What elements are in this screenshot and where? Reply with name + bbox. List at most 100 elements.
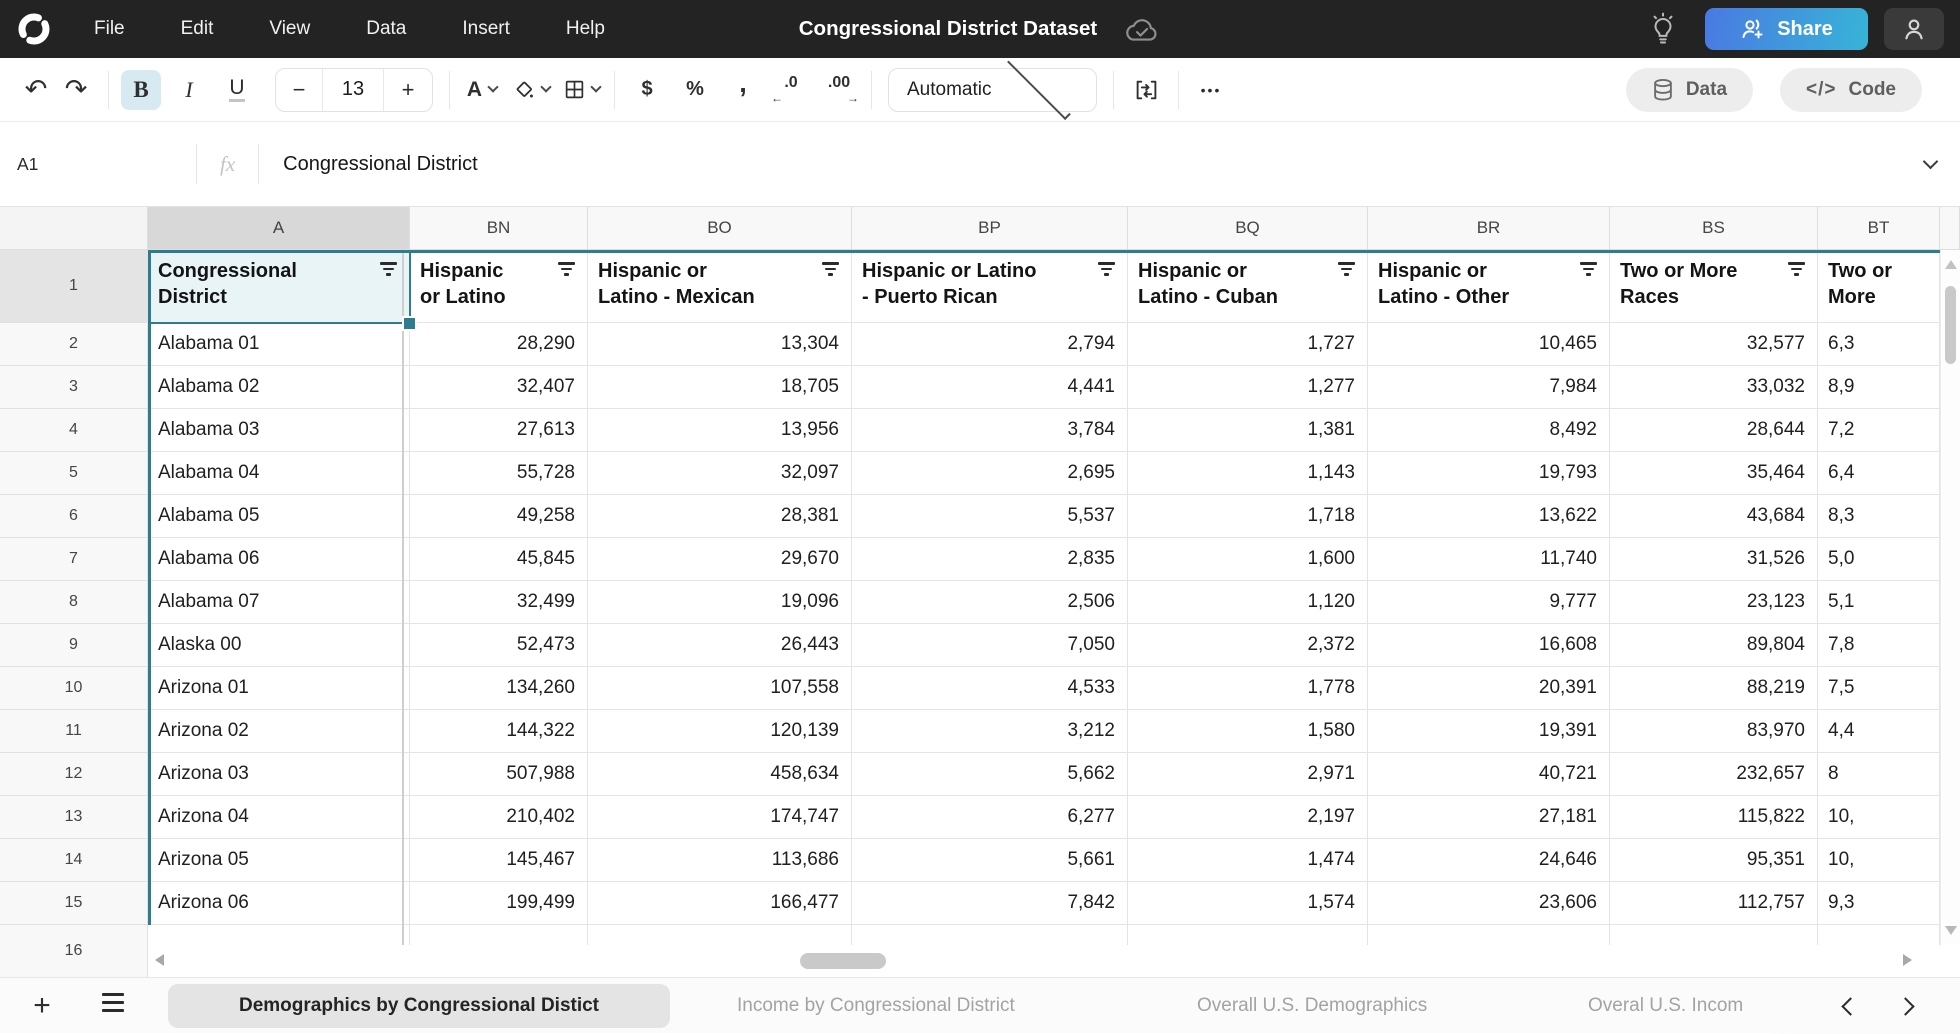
cell-A9[interactable]: Alaska 00 [148, 624, 410, 667]
cell-A14[interactable]: Arizona 05 [148, 839, 410, 882]
menu-edit[interactable]: Edit [181, 18, 214, 40]
row-header-12[interactable]: 12 [0, 753, 148, 796]
currency-format-button[interactable]: $ [627, 70, 667, 110]
cell-BR12[interactable]: 40,721 [1368, 753, 1610, 796]
cell-BR7[interactable]: 11,740 [1368, 538, 1610, 581]
header-cell-BT1[interactable]: Two or More [1818, 250, 1940, 323]
cell-row16[interactable] [1818, 925, 1940, 945]
autofit-button[interactable] [1126, 70, 1166, 110]
cell-BN3[interactable]: 32,407 [410, 366, 588, 409]
app-logo-icon[interactable] [16, 11, 52, 47]
percent-format-button[interactable]: % [675, 70, 715, 110]
add-sheet-button[interactable]: + [22, 986, 62, 1026]
cell-BT11[interactable]: 4,4 [1818, 710, 1940, 753]
cell-A15[interactable]: Arizona 06 [148, 882, 410, 925]
cell-BR14[interactable]: 24,646 [1368, 839, 1610, 882]
header-cell-BR1[interactable]: Hispanic or Latino - Other [1368, 250, 1610, 323]
scroll-right-arrow-icon[interactable] [1903, 954, 1912, 966]
cell-BP7[interactable]: 2,835 [852, 538, 1128, 581]
number-format-dropdown[interactable]: Automatic [888, 68, 1097, 112]
header-cell-BP1[interactable]: Hispanic or Latino - Puerto Rican [852, 250, 1128, 323]
cell-A4[interactable]: Alabama 03 [148, 409, 410, 452]
cell-BT9[interactable]: 7,8 [1818, 624, 1940, 667]
cell-BO13[interactable]: 174,747 [588, 796, 852, 839]
cell-BP15[interactable]: 7,842 [852, 882, 1128, 925]
cell-row16[interactable] [148, 925, 410, 945]
cell-BR8[interactable]: 9,777 [1368, 581, 1610, 624]
sheet-list-menu-button[interactable] [102, 993, 124, 1012]
horizontal-scrollbar[interactable] [148, 945, 1940, 977]
menu-data[interactable]: Data [366, 18, 406, 40]
cell-BS8[interactable]: 23,123 [1610, 581, 1818, 624]
cell-BO14[interactable]: 113,686 [588, 839, 852, 882]
cell-BP3[interactable]: 4,441 [852, 366, 1128, 409]
row-header-6[interactable]: 6 [0, 495, 148, 538]
cell-BR2[interactable]: 10,465 [1368, 323, 1610, 366]
cell-BT12[interactable]: 8 [1818, 753, 1940, 796]
cell-A6[interactable]: Alabama 05 [148, 495, 410, 538]
cell-reference-box[interactable]: A1 [0, 154, 196, 175]
cell-BP13[interactable]: 6,277 [852, 796, 1128, 839]
cell-BT10[interactable]: 7,5 [1818, 667, 1940, 710]
menu-insert[interactable]: Insert [462, 18, 510, 40]
cell-BQ5[interactable]: 1,143 [1128, 452, 1368, 495]
tabs-scroll-right-icon[interactable] [1896, 997, 1914, 1015]
account-avatar-button[interactable] [1884, 8, 1944, 50]
column-header-A[interactable]: A [148, 207, 410, 250]
cell-A5[interactable]: Alabama 04 [148, 452, 410, 495]
tab-overall-us-demographics[interactable]: Overall U.S. Demographics [1197, 978, 1427, 1033]
header-cell-BO1[interactable]: Hispanic or Latino - Mexican [588, 250, 852, 323]
cell-BN5[interactable]: 55,728 [410, 452, 588, 495]
italic-button[interactable]: I [169, 70, 209, 110]
cell-BQ3[interactable]: 1,277 [1128, 366, 1368, 409]
tips-lightbulb-icon[interactable] [1648, 12, 1678, 46]
column-header-BT[interactable]: BT [1818, 207, 1940, 250]
cell-BS9[interactable]: 89,804 [1610, 624, 1818, 667]
scroll-up-arrow-icon[interactable] [1945, 260, 1957, 269]
cell-BR13[interactable]: 27,181 [1368, 796, 1610, 839]
cell-A2[interactable]: Alabama 01 [148, 323, 410, 366]
cell-BR10[interactable]: 20,391 [1368, 667, 1610, 710]
cell-BS12[interactable]: 232,657 [1610, 753, 1818, 796]
cell-BR3[interactable]: 7,984 [1368, 366, 1610, 409]
cell-BO2[interactable]: 13,304 [588, 323, 852, 366]
cell-BP6[interactable]: 5,537 [852, 495, 1128, 538]
row-header-7[interactable]: 7 [0, 538, 148, 581]
cell-BS5[interactable]: 35,464 [1610, 452, 1818, 495]
formula-input[interactable]: Congressional District [259, 153, 1925, 176]
cell-BO10[interactable]: 107,558 [588, 667, 852, 710]
cell-row16[interactable] [410, 925, 588, 945]
cell-BT13[interactable]: 10, [1818, 796, 1940, 839]
tab-income-by-congressional-district[interactable]: Income by Congressional District [737, 978, 1015, 1033]
scroll-down-arrow-icon[interactable] [1945, 926, 1957, 935]
cell-BQ7[interactable]: 1,600 [1128, 538, 1368, 581]
cell-BP9[interactable]: 7,050 [852, 624, 1128, 667]
cell-BO5[interactable]: 32,097 [588, 452, 852, 495]
cell-BN8[interactable]: 32,499 [410, 581, 588, 624]
column-header-BN[interactable]: BN [410, 207, 588, 250]
cell-BO8[interactable]: 19,096 [588, 581, 852, 624]
frozen-column-divider[interactable] [402, 250, 404, 945]
cell-BR15[interactable]: 23,606 [1368, 882, 1610, 925]
row-header-15[interactable]: 15 [0, 882, 148, 925]
row-header-14[interactable]: 14 [0, 839, 148, 882]
cell-BO7[interactable]: 29,670 [588, 538, 852, 581]
cell-BP12[interactable]: 5,662 [852, 753, 1128, 796]
cell-row16[interactable] [1128, 925, 1368, 945]
cell-BP8[interactable]: 2,506 [852, 581, 1128, 624]
cell-BN15[interactable]: 199,499 [410, 882, 588, 925]
cell-row16[interactable] [852, 925, 1128, 945]
filter-icon[interactable] [1580, 262, 1597, 276]
code-panel-button[interactable]: </> Code [1780, 68, 1922, 112]
cell-BO15[interactable]: 166,477 [588, 882, 852, 925]
redo-button[interactable]: ↷ [56, 70, 96, 110]
cell-BO6[interactable]: 28,381 [588, 495, 852, 538]
cell-BS10[interactable]: 88,219 [1610, 667, 1818, 710]
expand-formula-bar-chevron-icon[interactable] [1923, 153, 1939, 169]
cell-BO3[interactable]: 18,705 [588, 366, 852, 409]
cell-BS13[interactable]: 115,822 [1610, 796, 1818, 839]
filter-icon[interactable] [558, 262, 575, 276]
cell-BR6[interactable]: 13,622 [1368, 495, 1610, 538]
cell-BT8[interactable]: 5,1 [1818, 581, 1940, 624]
cell-BT14[interactable]: 10, [1818, 839, 1940, 882]
